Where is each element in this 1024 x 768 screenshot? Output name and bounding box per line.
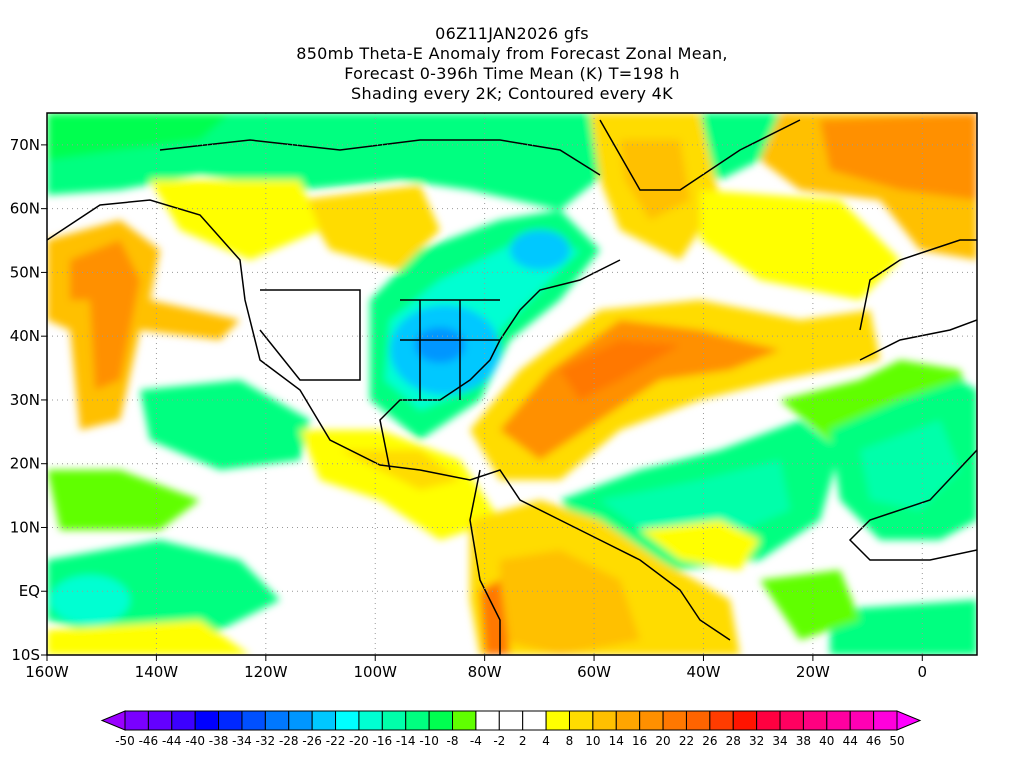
colorbar-swatch: [264, 710, 290, 731]
colorbar-swatch: [592, 710, 617, 731]
colorbar-swatch: [358, 710, 383, 731]
colorbar-swatch: [873, 710, 898, 731]
lat-tick-label: 10S: [11, 646, 40, 664]
colorbar-swatch: [124, 710, 149, 731]
colorbar-swatch: [288, 710, 313, 731]
lon-tick-label: 100W: [354, 663, 398, 681]
lat-tick-label: 10N: [10, 518, 40, 536]
title-shading: Shading every 2K; Contoured every 4K: [351, 84, 673, 103]
colorbar-swatch: [452, 710, 477, 731]
colorbar-label: -16: [373, 734, 393, 748]
colorbar-label: 40: [819, 734, 834, 748]
colorbar-label: 32: [749, 734, 764, 748]
colorbar-label: -32: [256, 734, 276, 748]
colorbar-label: -28: [279, 734, 299, 748]
colorbar-swatch: [171, 710, 196, 731]
lon-tick-label: 60W: [577, 663, 611, 681]
lat-tick-label: 70N: [10, 136, 40, 154]
colorbar-swatch: [779, 710, 804, 731]
colorbar-swatch: [147, 710, 173, 731]
colorbar-label: 10: [585, 734, 600, 748]
coastlines: [47, 119, 977, 655]
title-variable: 850mb Theta-E Anomaly from Forecast Zona…: [296, 44, 728, 63]
colorbar-label: 50: [889, 734, 904, 748]
lat-tick-label: 50N: [10, 263, 40, 281]
colorbar-label: 22: [679, 734, 694, 748]
colorbar-swatch: [615, 710, 641, 731]
colorbar-swatch: [194, 710, 220, 731]
lat-tick-label: EQ: [19, 582, 40, 600]
lat-tick-label: 40N: [10, 327, 40, 345]
plot-frame: [46, 112, 978, 656]
colorbar-swatch: [709, 710, 734, 731]
colorbar-swatch: [335, 710, 360, 731]
colorbar-swatch: [802, 710, 828, 731]
colorbar-label: 14: [609, 734, 624, 748]
colorbar-label: -2: [493, 734, 505, 748]
colorbar-label: -26: [302, 734, 322, 748]
colorbar-label: 4: [542, 734, 550, 748]
colorbar-label: -38: [209, 734, 229, 748]
axes: 160W 140W 120W 100W 80W 60W 40W 20W 0 70N 60N 50N 40…: [10, 136, 927, 681]
colorbar-label: -46: [139, 734, 159, 748]
colorbar-swatch: [522, 710, 547, 731]
title-forecast: Forecast 0-396h Time Mean (K) T=198 h: [344, 64, 680, 83]
colorbar-swatch: [732, 710, 758, 731]
lat-tick-label: 30N: [10, 391, 40, 409]
colorbar-label: 34: [772, 734, 787, 748]
lat-tick-label: 20N: [10, 455, 40, 473]
colorbar-swatch: [311, 710, 337, 731]
colorbar-swatch: [662, 710, 687, 731]
gridlines: [46, 113, 977, 656]
colorbar-label: -10: [419, 734, 439, 748]
lon-tick-label: 160W: [25, 663, 69, 681]
colorbar: -50 -46 -44 -40 -38 -34 -32 -28 -26 -22 -20 -16 -14-…: [100, 710, 922, 748]
colorbar-swatch: [218, 710, 243, 731]
colorbar-label: 2: [519, 734, 527, 748]
colorbar-swatch: [428, 710, 454, 731]
colorbar-label: 44: [843, 734, 858, 748]
lon-tick-label: 120W: [244, 663, 288, 681]
colorbar-label: -4: [470, 734, 482, 748]
colorbar-swatch: [849, 710, 875, 731]
colorbar-label: -34: [232, 734, 252, 748]
colorbar-swatch: [826, 710, 851, 731]
colorbar-swatch: [498, 710, 524, 731]
colorbar-label: 38: [796, 734, 811, 748]
colorbar-swatch: [756, 710, 781, 731]
colorbar-swatch: [241, 710, 266, 731]
colorbar-label: -44: [162, 734, 182, 748]
colorbar-label: -22: [326, 734, 346, 748]
colorbar-swatch: [568, 710, 594, 731]
colorbar-low-arrow: [100, 710, 126, 731]
colorbar-label: 28: [726, 734, 741, 748]
colorbar-label: 8: [566, 734, 574, 748]
lat-tick-label: 60N: [10, 200, 40, 218]
colorbar-label: 26: [702, 734, 717, 748]
colorbar-label: -14: [396, 734, 416, 748]
colorbar-label: 16: [632, 734, 647, 748]
colorbar-swatch: [475, 710, 500, 731]
colorbar-label: -20: [349, 734, 369, 748]
lon-tick-label: 0: [918, 663, 928, 681]
title-date-model: 06Z11JAN2026 gfs: [435, 24, 589, 43]
colorbar-swatch: [545, 710, 570, 731]
colorbar-swatch: [639, 710, 664, 731]
colorbar-swatch: [685, 710, 711, 731]
colorbar-label: 20: [655, 734, 670, 748]
colorbar-high-arrow: [896, 710, 922, 731]
shaded-field: [47, 113, 977, 655]
colorbar-label: -8: [447, 734, 459, 748]
colorbar-swatch: [381, 710, 407, 731]
colorbar-label: 46: [866, 734, 881, 748]
lon-tick-label: 20W: [796, 663, 830, 681]
lon-tick-label: 140W: [135, 663, 179, 681]
lon-tick-label: 80W: [468, 663, 502, 681]
colorbar-label: -50: [115, 734, 135, 748]
colorbar-label: -40: [185, 734, 205, 748]
colorbar-swatch: [405, 710, 430, 731]
lon-tick-label: 40W: [687, 663, 721, 681]
